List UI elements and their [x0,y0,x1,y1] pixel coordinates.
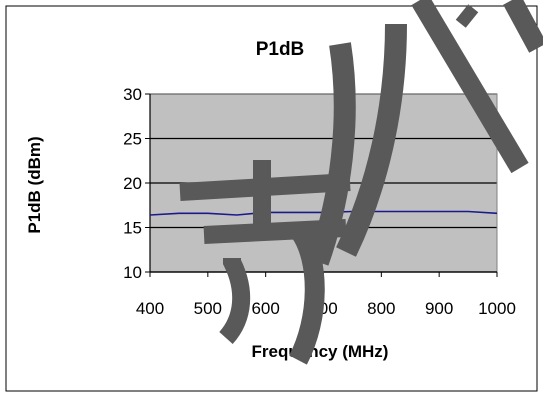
y-tick-label-20: 20 [123,174,142,193]
x-tick-label-800: 800 [367,299,395,318]
watermark-stroke-9 [455,4,479,28]
watermark-stroke-8 [503,0,543,53]
x-tick-label-600: 600 [251,299,279,318]
y-tick-label-25: 25 [123,130,142,149]
watermark-graphic [179,0,543,365]
x-tick-label-500: 500 [194,299,222,318]
y-tick-label-30: 30 [123,85,142,104]
watermark-stroke-4 [289,226,325,365]
y-tick-label-15: 15 [123,219,142,238]
watermark-stroke-6 [336,23,407,257]
x-axis-title: Frequency (MHz) [252,342,389,361]
chart-title: P1dB [256,39,305,60]
x-tick-label-900: 900 [425,299,453,318]
watermark-stroke-3 [218,257,251,345]
watermark-stroke-5 [307,42,356,266]
y-axis-title: P1dB (dBm) [25,136,44,233]
x-tick-label-1000: 1000 [478,299,516,318]
x-tick-label-400: 400 [136,299,164,318]
y-tick-labels: 10 15 20 25 30 [123,85,142,282]
watermark-stroke-7 [411,0,529,174]
y-tick-label-10: 10 [123,263,142,282]
